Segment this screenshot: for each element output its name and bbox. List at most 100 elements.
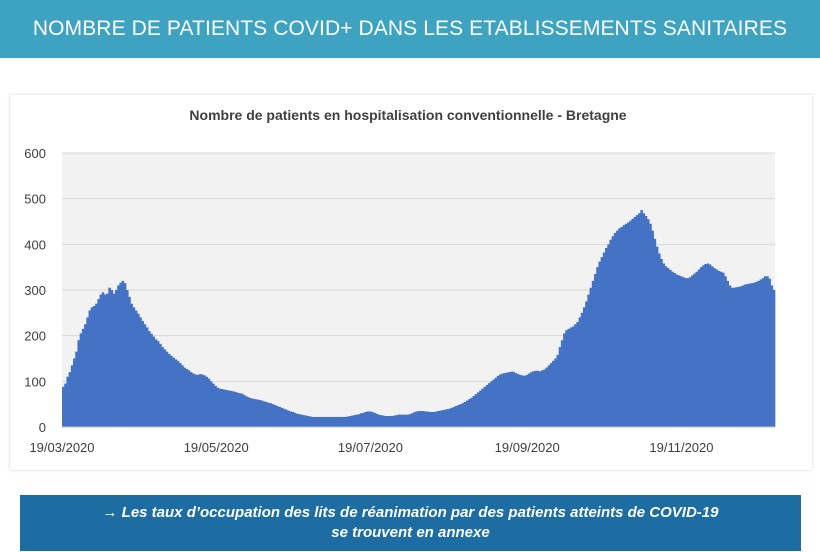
bar xyxy=(675,274,679,427)
bar xyxy=(408,414,412,427)
bar xyxy=(265,401,268,427)
bar xyxy=(218,388,222,427)
bar xyxy=(393,415,396,427)
bar xyxy=(538,371,542,427)
bar xyxy=(99,294,103,427)
bar xyxy=(212,383,215,427)
bar xyxy=(245,396,248,427)
bar xyxy=(514,373,518,427)
bar xyxy=(134,310,138,427)
bar xyxy=(635,215,639,427)
bar xyxy=(84,324,87,427)
bar xyxy=(609,239,612,427)
bar xyxy=(558,347,562,427)
bar xyxy=(483,386,487,427)
bar xyxy=(251,398,255,427)
bar xyxy=(172,357,175,427)
bar xyxy=(97,299,100,427)
bar xyxy=(563,333,566,427)
bar xyxy=(763,276,767,427)
bar xyxy=(666,268,670,427)
bar xyxy=(613,232,617,427)
bar xyxy=(739,286,743,427)
bar xyxy=(280,407,284,427)
bar xyxy=(198,374,202,427)
bar xyxy=(496,375,500,427)
bar xyxy=(752,282,756,427)
bar xyxy=(132,307,136,427)
y-tick-label: 500 xyxy=(24,192,46,207)
bar xyxy=(384,416,387,427)
bar xyxy=(137,313,140,427)
bar xyxy=(165,351,169,427)
bar xyxy=(746,284,749,427)
bar xyxy=(591,280,595,427)
bar xyxy=(404,414,407,427)
bar xyxy=(741,285,745,427)
bar xyxy=(236,392,239,427)
bar xyxy=(618,228,621,427)
bar xyxy=(616,230,619,427)
bar xyxy=(585,301,588,427)
bar xyxy=(556,354,560,427)
bar xyxy=(710,266,714,427)
bar xyxy=(366,411,370,427)
bar xyxy=(201,374,204,427)
bar xyxy=(368,411,372,427)
bar xyxy=(227,390,231,427)
bar xyxy=(260,400,264,427)
bar xyxy=(238,393,242,427)
bar xyxy=(529,372,533,427)
y-tick-label: 600 xyxy=(24,146,46,161)
bar xyxy=(441,410,445,427)
bar xyxy=(730,287,734,427)
bar xyxy=(435,411,438,427)
bar xyxy=(101,292,105,427)
bar xyxy=(282,408,286,427)
bar xyxy=(81,328,85,427)
bar xyxy=(649,223,652,427)
bar xyxy=(390,416,394,427)
bar xyxy=(640,210,643,427)
bar xyxy=(507,372,511,427)
bar xyxy=(185,369,189,427)
bar xyxy=(207,378,211,427)
bar xyxy=(567,328,571,427)
bar xyxy=(702,265,705,427)
bar xyxy=(452,406,456,427)
bar xyxy=(627,222,630,427)
bar xyxy=(770,285,774,427)
bar xyxy=(163,349,167,427)
bar xyxy=(439,410,443,427)
bar xyxy=(304,415,308,427)
bar xyxy=(737,286,741,427)
bar xyxy=(419,411,423,427)
bar xyxy=(117,285,120,427)
bar xyxy=(437,411,440,427)
bar xyxy=(704,263,707,427)
bar xyxy=(110,290,114,427)
bar xyxy=(516,374,520,427)
bar xyxy=(348,416,352,427)
bar xyxy=(307,416,310,427)
bar xyxy=(249,398,253,427)
y-tick-label: 400 xyxy=(24,237,46,252)
bar xyxy=(362,412,365,427)
bar xyxy=(254,399,257,427)
bar xyxy=(545,367,548,427)
bar xyxy=(139,317,142,427)
bar xyxy=(406,414,409,427)
bar xyxy=(499,374,502,427)
bar xyxy=(587,294,590,427)
bar xyxy=(351,415,354,427)
bar xyxy=(333,416,337,427)
bar xyxy=(472,395,476,427)
bar xyxy=(161,347,164,427)
bar xyxy=(693,273,696,427)
bar xyxy=(289,411,292,427)
bar xyxy=(735,287,738,427)
bar xyxy=(318,416,321,427)
bar xyxy=(112,293,116,427)
bar xyxy=(126,290,129,427)
bar xyxy=(624,223,628,427)
